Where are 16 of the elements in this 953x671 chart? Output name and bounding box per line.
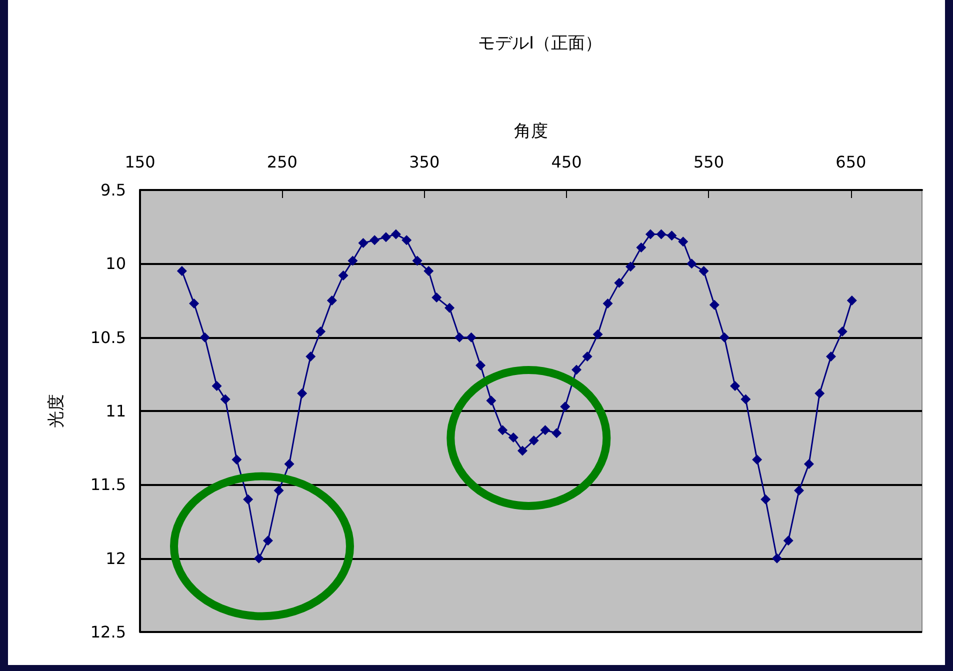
y-tick-label: 9.5 <box>100 180 126 200</box>
y-tick-label: 11.5 <box>90 475 126 494</box>
y-tick-label: 11 <box>106 402 126 420</box>
y-tick-label: 10.5 <box>90 328 126 347</box>
y-axis-title: 光度 <box>46 394 66 428</box>
y-tick-label: 12.5 <box>90 622 126 642</box>
x-tick-label: 450 <box>551 152 582 172</box>
chart-title: モデルI（正面） <box>478 34 602 54</box>
y-tick-label: 12 <box>106 548 126 568</box>
y-tick-label: 10 <box>106 254 126 274</box>
x-tick-label: 250 <box>266 152 298 172</box>
x-tick-label: 150 <box>124 152 156 172</box>
x-tick-label: 550 <box>693 152 724 172</box>
x-tick-label: 650 <box>836 152 866 172</box>
x-tick-label: 350 <box>409 152 440 172</box>
x-axis-title: 角度 <box>514 122 548 142</box>
